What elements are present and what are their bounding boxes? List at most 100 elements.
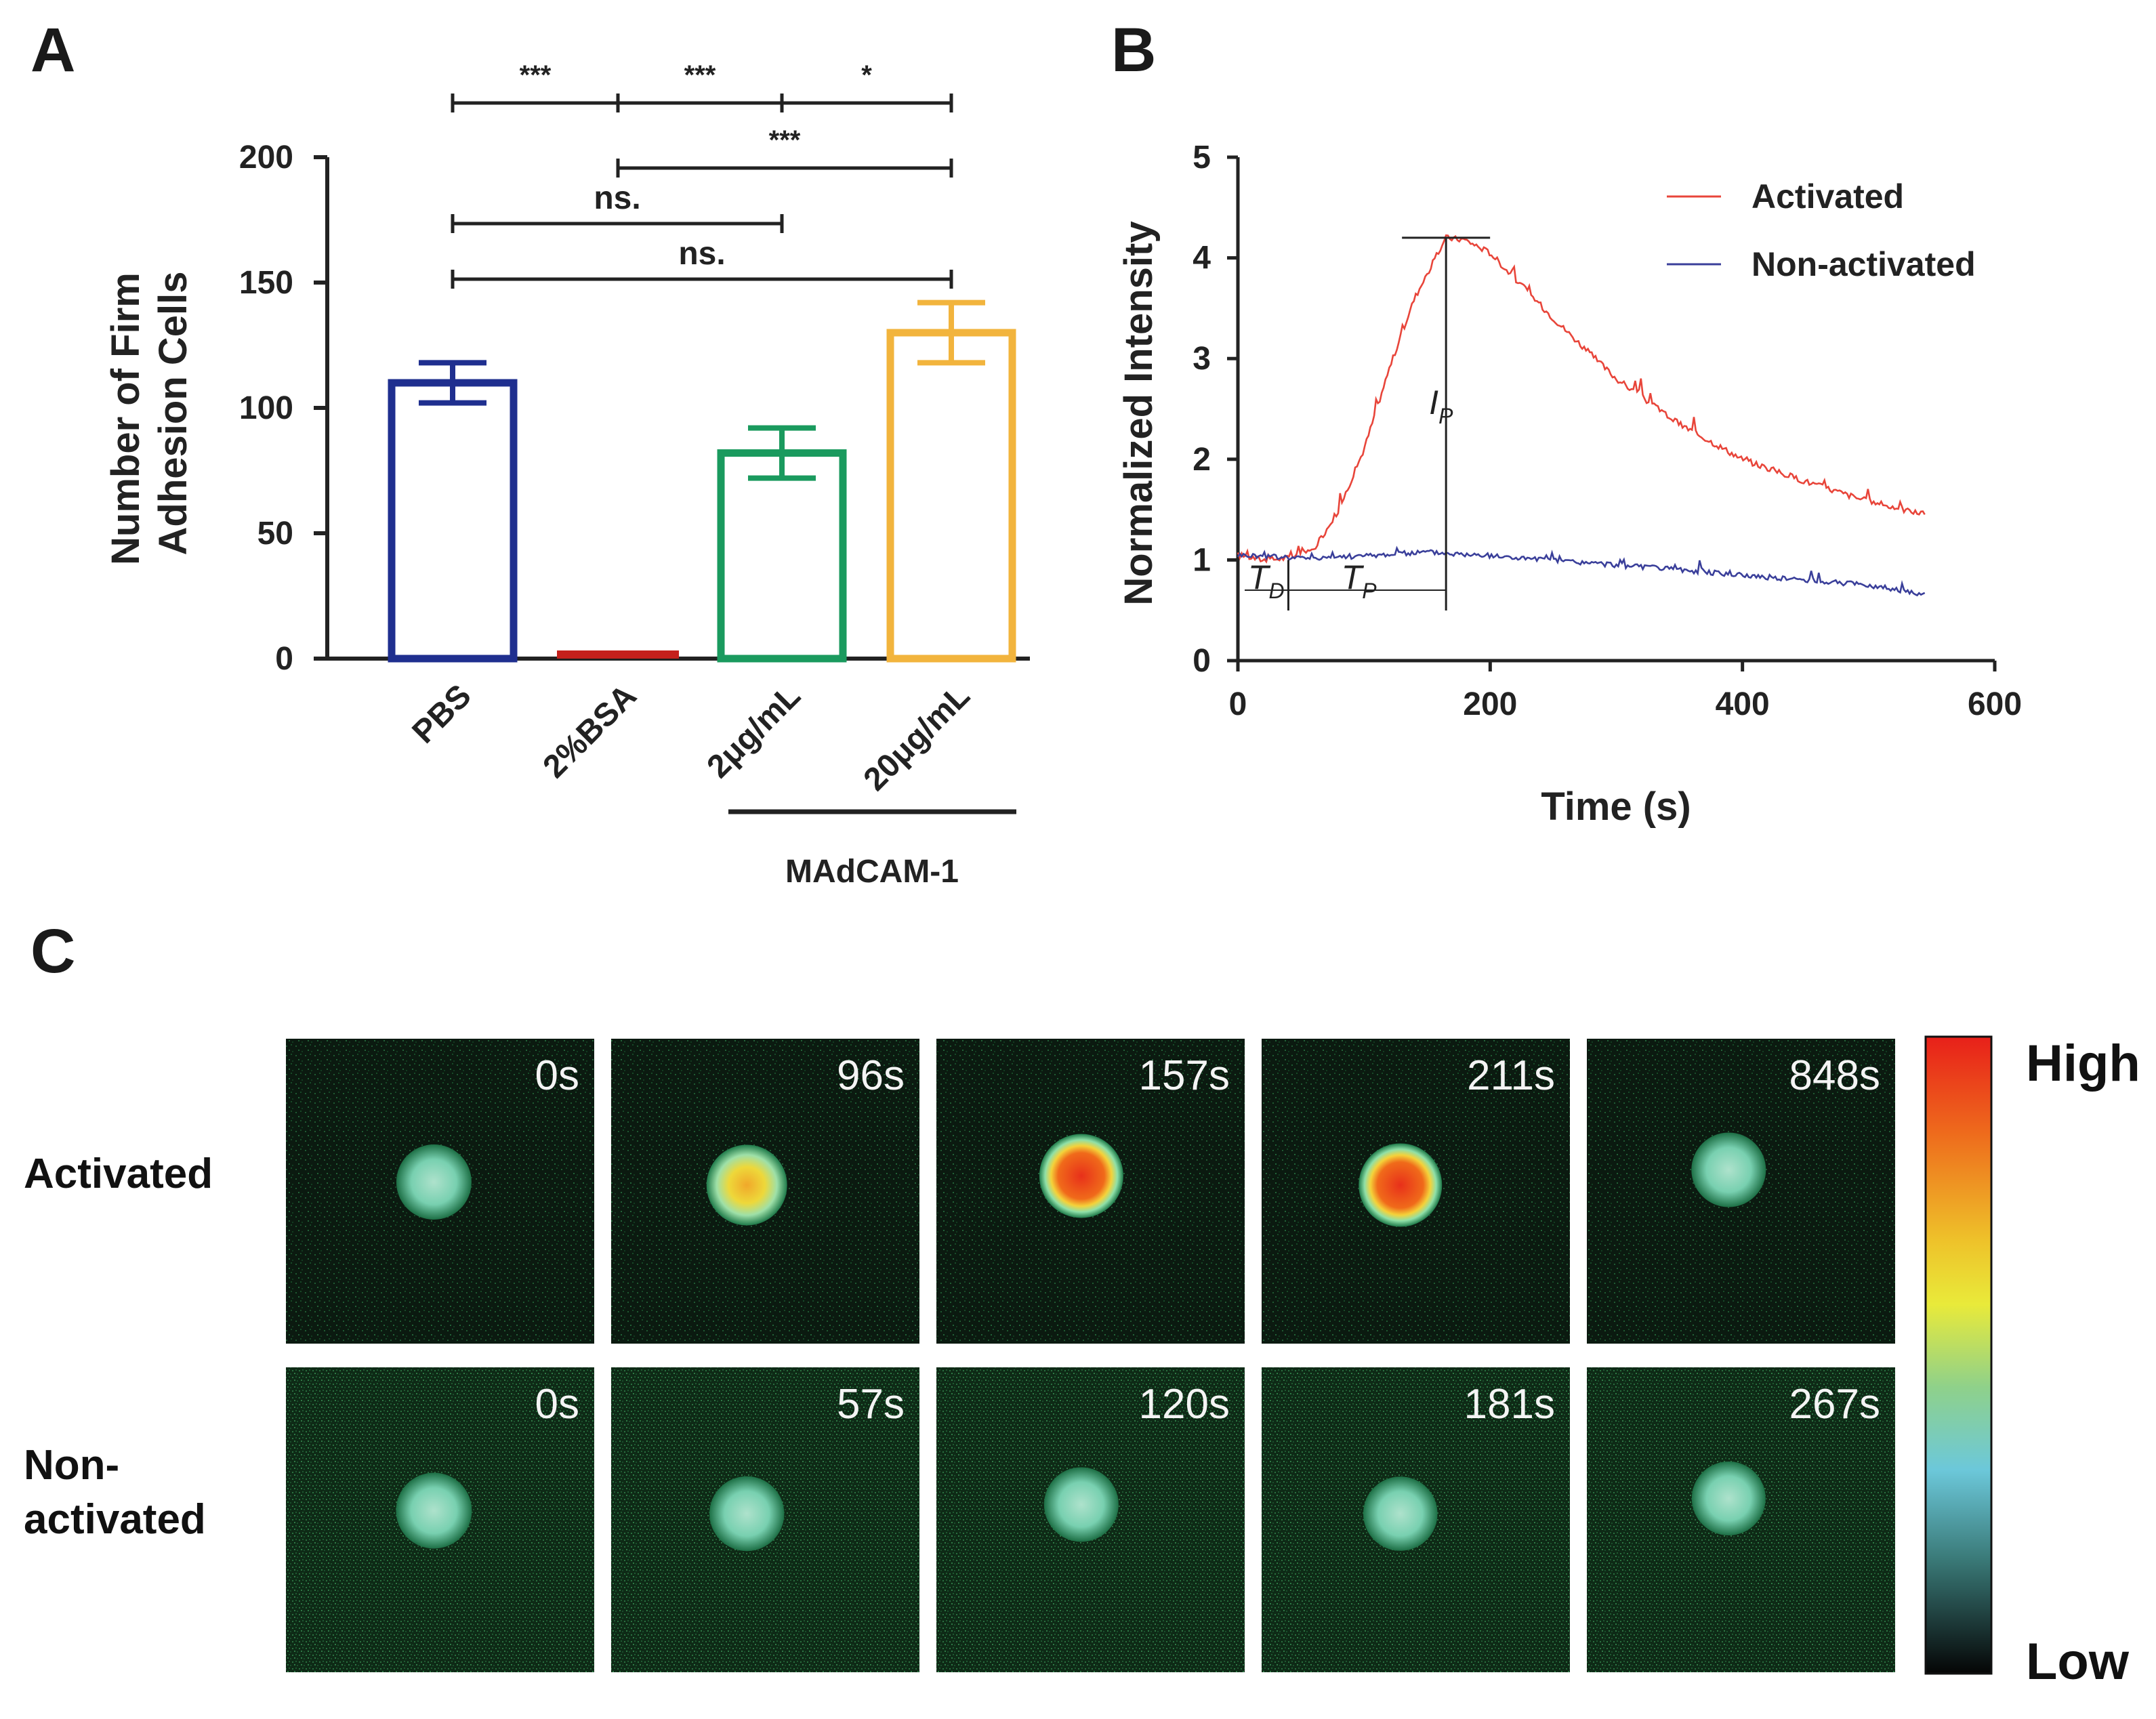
a-bar	[886, 329, 1016, 663]
panel-letter-a: A	[30, 16, 75, 85]
a-sig-label: ***	[684, 60, 716, 90]
b-ytick-label: 3	[1193, 341, 1211, 377]
b-peak-intensity-label: IP	[1429, 384, 1453, 428]
a-sig-label: ***	[769, 125, 801, 155]
a-ytick-label: 0	[275, 641, 293, 677]
panel-b-axes: 0 1 2 3 4 5 0 200 400 600	[1193, 140, 2022, 722]
frame-timestamp: 157s	[1139, 1052, 1230, 1099]
a-bar	[388, 379, 518, 663]
panel-b-line-chart: Normalized Intensity Time (s) 0 1 2 3 4 5 0 200…	[1117, 140, 2022, 829]
panel-b-ylabel: Normalized Intensity	[1117, 221, 1161, 605]
cell-blob	[1691, 1132, 1766, 1207]
frame-timestamp: 120s	[1139, 1381, 1230, 1428]
cell-image-frame: 267s	[1587, 1367, 1895, 1672]
row-label-non-activated-line-1: Non-	[24, 1442, 119, 1489]
cell-image-frame: 211s	[1262, 1039, 1570, 1344]
panel-letter-c: C	[30, 917, 75, 986]
row-label-non-activated: Non- activated	[24, 1442, 206, 1543]
panel-a-ylabel-line-1: Number of Firm	[104, 272, 148, 565]
cell-image-frame: 57s	[611, 1367, 919, 1672]
b-ytick-label: 2	[1193, 442, 1211, 478]
colorbar-high-label: High	[2026, 1035, 2140, 1092]
a-bar	[717, 449, 847, 663]
b-ytick-label: 4	[1193, 241, 1211, 276]
cell-image-frame: 0s	[286, 1367, 594, 1672]
b-ytick-label: 1	[1193, 542, 1211, 578]
cell-blob	[706, 1144, 787, 1226]
a-category-label: 2%BSA	[537, 678, 644, 785]
panel-b-series	[1237, 234, 1926, 597]
panel-letter-b: B	[1111, 16, 1156, 85]
b-series-non-activated-line	[1237, 545, 1926, 597]
frame-timestamp: 0s	[535, 1052, 579, 1099]
panel-a-bar-chart: Number of Firm Adhesion Cells 0 50 100 150 2…	[104, 60, 1030, 890]
b-peak-time-subscript: P	[1362, 579, 1377, 603]
b-xtick-label: 400	[1716, 686, 1770, 722]
cell-blob	[396, 1472, 472, 1549]
b-series-activated-line	[1237, 234, 1926, 564]
cell-blob	[1043, 1467, 1119, 1542]
b-peak-time-label: TP	[1342, 558, 1377, 603]
a-ytick-label: 150	[239, 265, 293, 301]
a-ytick-label: 100	[239, 390, 293, 426]
a-ytick-label: 50	[257, 516, 293, 552]
panel-a-axes: 0 50 100 150 200	[239, 140, 1030, 677]
panel-b-legend: Activated Non-activated	[1667, 178, 1976, 283]
b-peak-time-symbol: T	[1342, 558, 1365, 596]
legend-label-activated: Activated	[1751, 178, 1904, 215]
frame-timestamp: 267s	[1789, 1381, 1880, 1428]
panel-a-ylabel-line-2: Adhesion Cells	[151, 272, 195, 556]
cell-image-frame: 120s	[936, 1367, 1245, 1672]
b-peak-intensity-subscript: P	[1438, 404, 1453, 428]
panel-c-frames: 0s 96s 157s 211s 848s 0s 57s 120s 181s 267s	[286, 1039, 1895, 1672]
frame-timestamp: 0s	[535, 1381, 579, 1428]
b-ytick-label: 5	[1193, 140, 1211, 175]
panel-a-ylabel: Number of Firm Adhesion Cells	[104, 262, 195, 565]
a-sig-label: ***	[520, 60, 552, 90]
b-delay-time-symbol: T	[1248, 558, 1271, 596]
panel-b-xlabel: Time (s)	[1541, 785, 1691, 829]
cell-image-frame: 96s	[611, 1039, 919, 1344]
b-delay-time-subscript: D	[1268, 579, 1284, 603]
a-ytick-label: 200	[239, 140, 293, 175]
cell-image-frame: 157s	[936, 1039, 1245, 1344]
row-label-activated: Activated	[24, 1151, 213, 1197]
cell-image-frame: 181s	[1262, 1367, 1570, 1672]
panel-a-category-labels: PBS 2%BSA 2μg/mL 20μg/mL	[406, 678, 977, 798]
frame-timestamp: 96s	[837, 1052, 905, 1099]
cell-blob	[1039, 1134, 1123, 1218]
a-sig-label: *	[861, 60, 872, 90]
legend-label-non-activated: Non-activated	[1751, 245, 1976, 283]
a-category-label: PBS	[406, 678, 478, 750]
panel-c-image-grid: Activated Non- activated 0s 96s 157s 211s 84…	[24, 1035, 2140, 1691]
b-xtick-label: 200	[1463, 686, 1517, 722]
cell-blob	[1691, 1462, 1766, 1535]
b-xtick-label: 600	[1968, 686, 2022, 722]
cell-blob	[1359, 1143, 1443, 1227]
a-category-label: 20μg/mL	[857, 678, 977, 798]
intensity-colorbar	[1924, 1035, 1993, 1675]
a-sig-label: ns.	[594, 180, 640, 216]
cell-image-frame: 848s	[1587, 1039, 1895, 1344]
frame-timestamp: 181s	[1464, 1381, 1555, 1428]
b-delay-time-label: TD	[1248, 558, 1285, 603]
cell-image-frame: 0s	[286, 1039, 594, 1344]
colorbar-low-label: Low	[2026, 1633, 2130, 1691]
panel-a-bars	[388, 299, 1016, 663]
cell-blob	[396, 1144, 472, 1220]
madcam-group-label: MAdCAM-1	[785, 854, 959, 890]
a-bar	[557, 650, 679, 659]
b-peak-intensity-symbol: I	[1429, 384, 1438, 421]
cell-blob	[709, 1476, 785, 1552]
b-xtick-label: 0	[1229, 686, 1247, 722]
panel-a-significance: *** *** ****ns.ns.	[451, 60, 953, 289]
row-label-non-activated-line-2: activated	[24, 1496, 206, 1543]
b-ytick-label: 0	[1193, 643, 1211, 679]
a-category-label: 2μg/mL	[701, 678, 808, 785]
cell-blob	[1363, 1476, 1438, 1551]
frame-timestamp: 57s	[837, 1381, 905, 1428]
frame-timestamp: 848s	[1789, 1052, 1880, 1099]
frame-timestamp: 211s	[1467, 1052, 1555, 1099]
